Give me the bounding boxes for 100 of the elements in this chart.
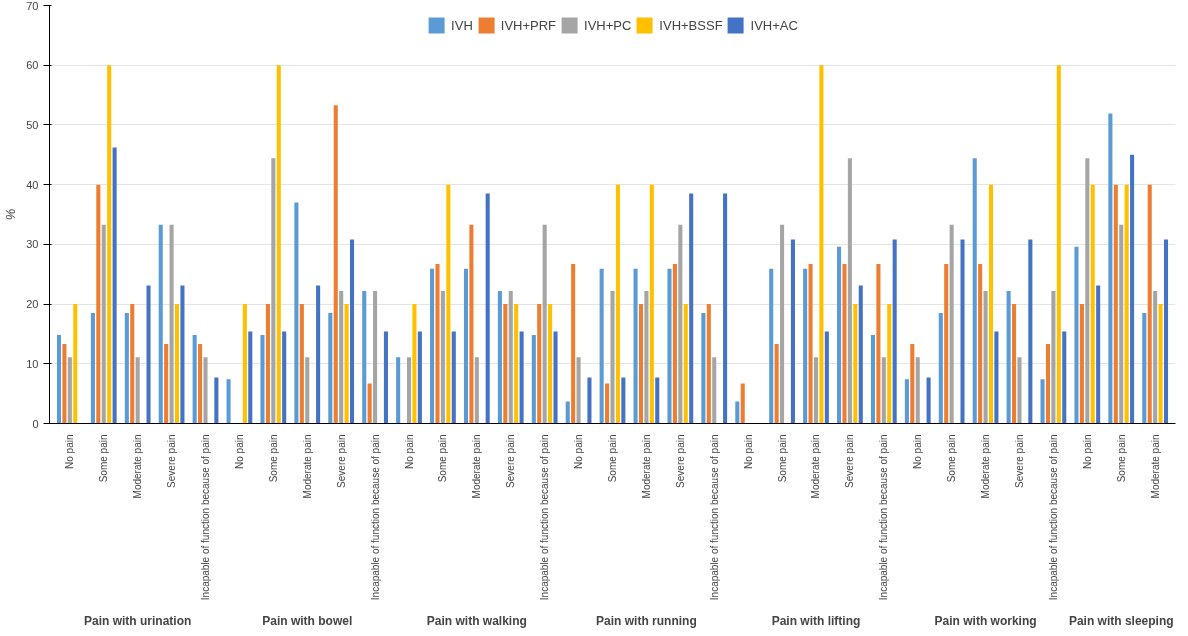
bar bbox=[1062, 331, 1067, 424]
x-tick-label: Moderate pain bbox=[1149, 434, 1161, 499]
bar bbox=[474, 357, 479, 424]
x-tick-label: Some pain bbox=[607, 434, 618, 483]
x-tick-label: Incapable of function because of pain bbox=[1047, 434, 1059, 601]
text: Pain with sleeping bbox=[1068, 613, 1174, 628]
bar bbox=[265, 304, 270, 424]
bar bbox=[706, 304, 711, 424]
bar bbox=[446, 184, 451, 424]
bar bbox=[469, 224, 474, 424]
bar bbox=[226, 379, 231, 424]
x-tick-label: No pain bbox=[1081, 434, 1093, 469]
bar bbox=[683, 304, 688, 424]
y-tick-label: 0 bbox=[32, 417, 39, 430]
bar bbox=[887, 304, 892, 424]
bar bbox=[198, 344, 203, 424]
bar bbox=[107, 65, 112, 424]
bar bbox=[260, 335, 265, 424]
bar bbox=[644, 290, 649, 424]
legend-label: IVH+PC bbox=[584, 17, 632, 33]
bar bbox=[672, 264, 677, 424]
bar bbox=[1051, 290, 1056, 424]
bar bbox=[780, 224, 785, 424]
bar bbox=[1017, 357, 1022, 424]
bar bbox=[978, 264, 983, 424]
bar bbox=[514, 304, 519, 424]
bar bbox=[949, 224, 954, 424]
bar bbox=[904, 379, 909, 424]
bar bbox=[440, 290, 445, 424]
x-tick-label: Severe pain bbox=[844, 434, 856, 488]
x-tick-label: Severe pain bbox=[166, 434, 178, 488]
bar bbox=[553, 331, 558, 424]
bar bbox=[1119, 224, 1124, 424]
legend-label: IVH bbox=[451, 17, 473, 33]
bar bbox=[383, 331, 388, 424]
bar bbox=[339, 290, 344, 424]
text: Pain with running bbox=[596, 613, 697, 628]
bar bbox=[101, 224, 106, 424]
bar bbox=[870, 335, 876, 424]
text: Pain with walking bbox=[426, 613, 527, 628]
bar bbox=[735, 401, 740, 424]
y-tick-label: 30 bbox=[26, 238, 39, 251]
bar bbox=[769, 268, 774, 424]
bar bbox=[858, 285, 863, 424]
x-tick-label: Severe pain bbox=[505, 434, 517, 488]
bar bbox=[158, 224, 163, 424]
bar bbox=[135, 357, 140, 424]
bar bbox=[808, 264, 813, 424]
bar bbox=[824, 331, 829, 424]
bar bbox=[276, 65, 281, 424]
bar bbox=[96, 184, 101, 424]
bar bbox=[853, 304, 858, 424]
bar bbox=[1096, 285, 1101, 424]
bar bbox=[282, 331, 287, 424]
bar bbox=[712, 357, 717, 424]
bar bbox=[689, 193, 694, 424]
bar bbox=[605, 383, 610, 424]
x-tick-label: Incapable of function because of pain bbox=[878, 434, 890, 601]
text: Pain with bowel bbox=[262, 613, 353, 628]
bar bbox=[328, 313, 333, 424]
bar bbox=[294, 202, 299, 424]
bar bbox=[587, 377, 592, 424]
bar bbox=[847, 158, 852, 424]
bar bbox=[130, 304, 135, 424]
bar bbox=[774, 344, 779, 424]
bar bbox=[124, 313, 129, 424]
bar bbox=[497, 290, 502, 424]
bar bbox=[531, 335, 536, 424]
bar bbox=[633, 268, 638, 424]
bar bbox=[571, 264, 576, 424]
bar bbox=[1158, 304, 1163, 424]
text: Pain with urination bbox=[84, 613, 192, 628]
x-tick-label: Incapable of function because of pain bbox=[539, 434, 551, 601]
x-tick-label: No pain bbox=[573, 434, 585, 469]
bar bbox=[649, 184, 654, 424]
bar bbox=[373, 290, 378, 424]
bar bbox=[1124, 184, 1129, 424]
bar bbox=[406, 357, 412, 424]
bar bbox=[271, 158, 276, 424]
bar bbox=[299, 304, 304, 424]
x-tick-label: Moderate pain bbox=[640, 434, 652, 499]
text: Pain with lifting bbox=[771, 613, 861, 628]
x-tick-label: Some pain bbox=[1115, 434, 1127, 483]
bar bbox=[180, 285, 185, 424]
x-tick-label: Moderate pain bbox=[301, 434, 313, 499]
bar bbox=[837, 246, 842, 424]
x-tick-label: Some pain bbox=[437, 434, 449, 483]
bar bbox=[451, 331, 456, 424]
bar bbox=[417, 331, 422, 424]
x-tick-label: Moderate pain bbox=[810, 434, 822, 499]
bar bbox=[62, 344, 67, 424]
bar bbox=[112, 147, 117, 424]
bar bbox=[819, 65, 824, 424]
x-tick-label: Some pain bbox=[267, 434, 279, 483]
bar bbox=[548, 304, 553, 424]
bar bbox=[1113, 184, 1118, 424]
bar bbox=[485, 193, 490, 424]
bar bbox=[621, 377, 626, 424]
bar bbox=[723, 193, 728, 424]
bar bbox=[248, 331, 253, 424]
